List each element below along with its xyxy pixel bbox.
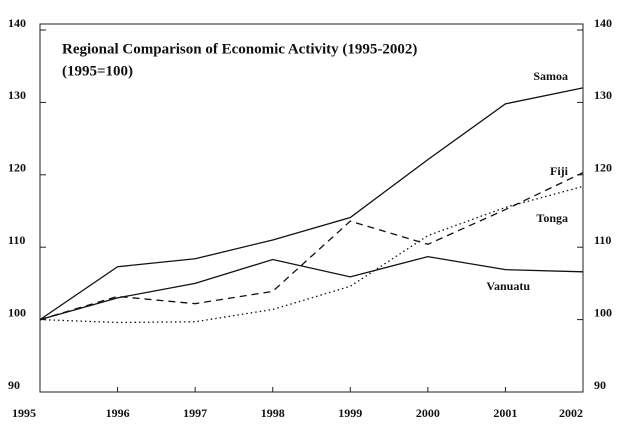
series-line	[39, 172, 584, 321]
x-tick-label: 1997	[183, 406, 207, 420]
series-line	[39, 185, 584, 324]
y-tick-label: 110	[8, 233, 25, 247]
series-label: Samoa	[533, 69, 568, 83]
y-tick-label: 120	[8, 161, 26, 175]
plot-frame	[39, 23, 584, 393]
y2-tick-label: 90	[594, 378, 606, 392]
x-tick-label: 1996	[106, 406, 130, 420]
y2-tick-label: 120	[594, 161, 612, 175]
x-tick-label: 1998	[261, 406, 285, 420]
chart-subtitle: (1995=100)	[62, 63, 133, 79]
series-label: Tonga	[536, 211, 568, 225]
x-tick-label: 1999	[338, 406, 362, 420]
x-tick-label: 2000	[416, 406, 440, 420]
series-line	[39, 255, 584, 321]
y2-tick-label: 130	[594, 88, 612, 102]
y-tick-label: 90	[8, 378, 20, 392]
chart-title: Regional Comparison of Economic Activity…	[62, 41, 417, 57]
x-tick-label: 2001	[493, 406, 517, 420]
y2-tick-label: 140	[594, 16, 612, 30]
y-tick-label: 140	[8, 16, 26, 30]
y2-tick-label: 110	[594, 233, 611, 247]
series-label: Vanuatu	[486, 279, 530, 293]
series-line	[39, 87, 584, 321]
x-tick-label: 2002	[559, 406, 583, 420]
series-label: Fiji	[550, 164, 569, 178]
y2-tick-label: 100	[594, 305, 612, 319]
y-tick-label: 100	[8, 305, 26, 319]
x-tick-label: 1995	[12, 406, 36, 420]
y-tick-label: 130	[8, 88, 26, 102]
